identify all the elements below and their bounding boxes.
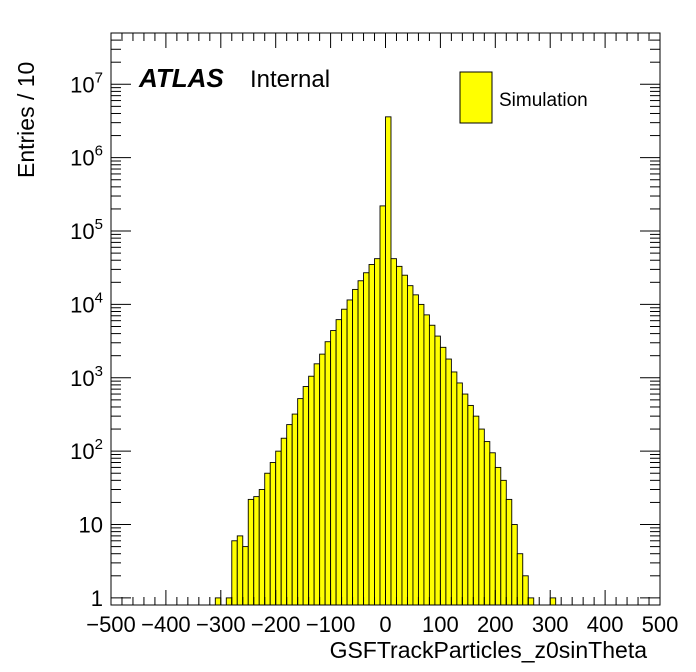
histogram-bar [494, 466, 502, 606]
legend-label-simulation: Simulation [499, 90, 588, 111]
histogram-bar [335, 319, 343, 606]
histogram-bar [313, 363, 321, 606]
histogram-bar [346, 299, 354, 606]
histogram-bar [264, 472, 271, 606]
x-tick-label: 300 [532, 612, 569, 637]
histogram-bar [363, 272, 370, 606]
histogram-bar [489, 452, 496, 606]
y-tick-label: 1 [91, 586, 103, 611]
histogram-bar [379, 205, 386, 606]
x-tick-label: 400 [587, 612, 624, 637]
histogram-bar [472, 415, 480, 606]
histogram-bar [407, 285, 414, 606]
histogram-bar [275, 450, 282, 606]
histogram-bar [374, 258, 381, 606]
histogram-bar [225, 597, 233, 606]
histogram-bar [445, 358, 452, 606]
histogram-bar [352, 288, 359, 606]
histogram-bar [302, 386, 310, 606]
histogram-bar [478, 428, 485, 606]
x-tick-label: −300 [196, 612, 246, 637]
x-tick-label: −100 [306, 612, 356, 637]
histogram-bar [258, 489, 266, 606]
x-tick-label: 100 [422, 612, 459, 637]
x-tick-label: −400 [141, 612, 191, 637]
x-tick-label: 500 [642, 612, 679, 637]
histogram-bar [439, 346, 447, 606]
histogram-bar [461, 393, 469, 606]
histogram-bar [401, 274, 408, 606]
histogram-bar [516, 553, 524, 606]
histogram-bar [456, 382, 463, 606]
x-axis-ticks [110, 33, 661, 605]
histogram-bar [428, 324, 436, 606]
histogram-bar [412, 294, 419, 606]
y-tick-label: 107 [70, 69, 103, 97]
histogram-bar [291, 413, 299, 606]
histogram-bar [511, 524, 518, 606]
histogram-bar [423, 314, 430, 606]
x-tick-label: 0 [379, 612, 391, 637]
y-axis-title: Entries / 10 [13, 62, 39, 178]
histogram-bar [385, 116, 392, 606]
x-tick-label: −200 [251, 612, 301, 637]
x-tick-labels: −500 −400 −300 −200 −100 0 100 200 300 400 500 [86, 612, 678, 637]
histogram-bar [341, 308, 348, 606]
histogram-bar [505, 498, 513, 606]
internal-label: Internal [250, 66, 330, 93]
histogram-bar [357, 280, 364, 606]
histogram-bar [522, 575, 529, 606]
histogram-bar [467, 404, 474, 606]
histogram-bar [368, 264, 375, 606]
histogram-bar [280, 437, 288, 606]
atlas-label: ATLAS [138, 63, 224, 93]
y-tick-labels: 1 10 102 103 104 105 106 107 [70, 69, 103, 611]
histogram-bar [324, 341, 332, 606]
histogram-bar [390, 258, 397, 606]
x-tick-label: −500 [86, 612, 136, 637]
histogram-bar [396, 265, 403, 606]
histogram-bar [319, 353, 326, 606]
histogram-bar [330, 330, 337, 606]
histogram-bar [417, 303, 425, 606]
histogram-bar [500, 479, 507, 606]
y-axis-ticks [111, 32, 660, 599]
x-tick-label: 200 [477, 612, 514, 637]
histogram-bar [269, 462, 277, 606]
histogram-bar [242, 546, 249, 606]
histogram-bar [247, 498, 255, 606]
histogram-bar [527, 597, 535, 606]
histogram-bar [549, 597, 557, 606]
legend-swatch [459, 71, 493, 124]
y-tick-label: 104 [70, 289, 103, 317]
x-axis-title: GSFTrackParticles_z0sinTheta [330, 637, 648, 663]
y-tick-label: 10 [79, 513, 103, 538]
histogram-bar [286, 424, 293, 606]
histogram-bar [308, 375, 315, 606]
histogram-bar [434, 335, 441, 606]
histogram-bar [450, 371, 458, 606]
plot-frame [110, 32, 661, 606]
histogram-bar [253, 496, 260, 606]
histogram-bar [231, 540, 238, 606]
y-tick-label: 106 [70, 143, 103, 171]
y-tick-label: 105 [70, 216, 103, 244]
y-tick-label: 102 [70, 436, 103, 464]
y-tick-label: 103 [70, 363, 103, 391]
histogram-bar [483, 441, 491, 606]
histogram-bar [236, 535, 244, 606]
histogram-bar [297, 398, 304, 606]
histogram-bar [214, 597, 222, 606]
